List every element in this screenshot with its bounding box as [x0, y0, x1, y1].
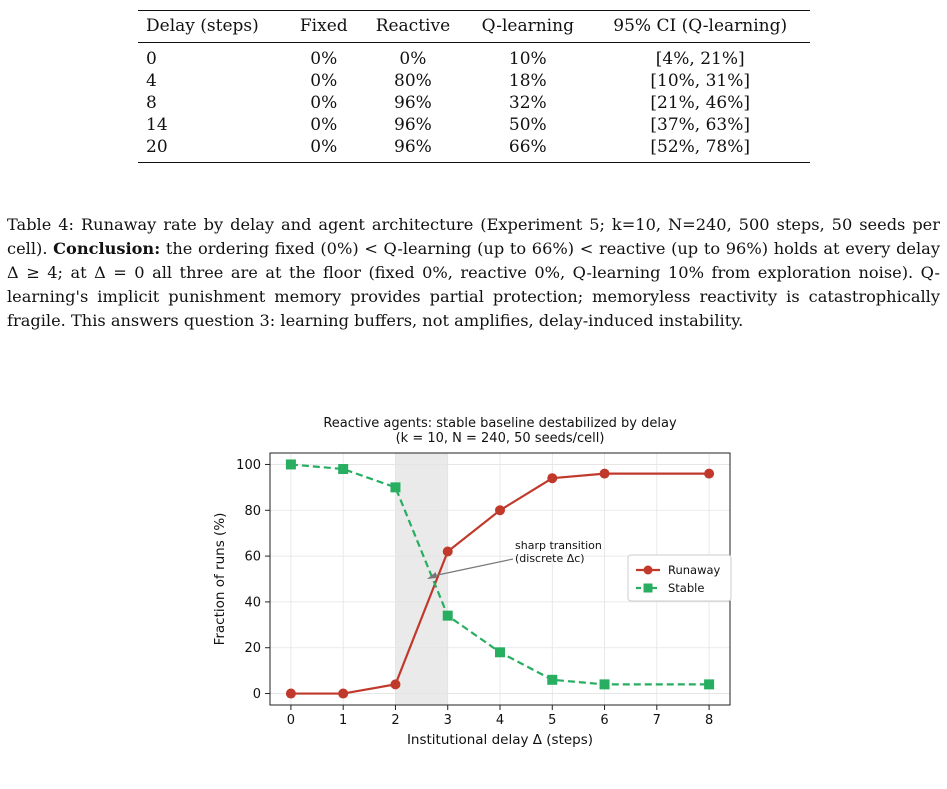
table-cell: 96% [360, 136, 466, 163]
chart-subtitle: (k = 10, N = 240, 50 seeds/cell) [396, 431, 605, 446]
table-row: 20 0% 96% 66% [52%, 78%] [138, 136, 810, 163]
table-cell: 0% [310, 115, 338, 135]
table-cell: 8 [146, 93, 157, 113]
legend-label: Stable [668, 581, 704, 595]
y-tick-label: 20 [244, 641, 261, 656]
table-cell: [4%, 21%] [655, 49, 745, 69]
data-point-stable [495, 647, 505, 658]
column-header: Fixed [286, 10, 361, 43]
data-point-stable [704, 679, 715, 690]
caption-bold: Conclusion: [53, 239, 161, 258]
table-row: 0 0% 0% 10% [4%, 21%] [138, 43, 810, 71]
table-row: 14 0% 96% 50% [37%, 63%] [138, 114, 810, 136]
table-caption: Table 4: Runaway rate by delay and agent… [7, 213, 940, 333]
x-tick-label: 6 [600, 713, 608, 728]
table-cell: 96% [394, 93, 432, 113]
y-tick-label: 60 [244, 550, 261, 565]
table-cell: 18% [508, 71, 547, 91]
x-tick-label: 3 [444, 713, 452, 728]
data-point-stable [390, 482, 401, 493]
column-header: Delay (steps) [138, 10, 287, 43]
table-cell: 50% [508, 115, 547, 135]
table-cell: 0% [310, 93, 338, 113]
y-axis-label: Fraction of runs (%) [212, 513, 228, 646]
table-cell: 20 [138, 136, 287, 163]
legend-box [627, 554, 732, 602]
x-tick-label: 0 [287, 713, 295, 728]
table-cell: 14 [146, 115, 168, 135]
data-point-runaway [704, 468, 715, 479]
table-cell: [21%, 46%] [650, 93, 751, 113]
table-cell: 32% [508, 93, 547, 113]
table-cell: [10%, 31%] [650, 71, 751, 91]
x-axis-label: Institutional delay Δ (steps) [407, 732, 593, 748]
data-point-runaway [495, 505, 505, 516]
x-tick-label: 8 [705, 713, 713, 728]
series-line-stable [290, 463, 710, 686]
table-cell: 10% [508, 49, 547, 69]
results-table: Delay (steps) Fixed Reactive Q-learning 95% … [138, 10, 810, 163]
table-cell: 0% [310, 71, 338, 91]
data-point-runaway [390, 679, 401, 690]
x-tick-label: 5 [548, 713, 556, 728]
table-cell: [52%, 78%] [590, 136, 810, 163]
delay-chart: 0 1 2 3 4 5 6 7 8 0 20 40 60 80 100 Institutional delay… [200, 410, 740, 760]
table-row: 8 0% 96% 32% [21%, 46%] [138, 92, 810, 114]
table-cell: [37%, 63%] [650, 115, 751, 135]
data-point-runaway [547, 473, 558, 484]
y-tick-label: 0 [253, 687, 261, 702]
caption-body: the ordering fixed (0%) < Q-learning (up… [7, 239, 940, 330]
x-tick-label: 2 [391, 713, 399, 728]
chart-title: Reactive agents: stable baseline destabi… [323, 416, 677, 431]
x-tick-label: 7 [653, 713, 661, 728]
table-cell: 80% [394, 71, 432, 91]
x-tick-label: 1 [339, 713, 347, 728]
annotation-arrow [432, 558, 514, 577]
column-header: Reactive [360, 10, 466, 43]
y-tick-label: 40 [244, 595, 261, 610]
caption-lead: Table 4: Runaway rate by delay and agent… [7, 215, 940, 258]
data-point-stable [599, 679, 610, 690]
table-cell: 0% [286, 136, 361, 163]
annotation-text-2: (discrete Δc) [515, 552, 585, 565]
annotation-arrowhead [426, 572, 437, 579]
legend-marker-runaway [643, 565, 653, 575]
y-tick-label: 80 [244, 504, 261, 519]
data-point-runaway [285, 688, 296, 699]
data-point-stable [338, 464, 349, 475]
legend-label: Runaway [668, 563, 721, 577]
data-point-runaway [599, 468, 610, 479]
table-cell: 0% [399, 49, 427, 69]
table-cell: 0% [310, 49, 338, 69]
table-row: 4 0% 80% 18% [10%, 31%] [138, 70, 810, 92]
annotation-text: sharp transition [515, 539, 602, 552]
data-point-stable [285, 459, 296, 470]
column-header: 95% CI (Q-learning) [590, 10, 810, 43]
data-point-stable [442, 610, 453, 621]
table-cell: 0 [146, 49, 157, 69]
table-body: 0 0% 0% 10% [4%, 21%] 4 0% 80% 18% [10%, 31%] 8 0% 9… [138, 43, 810, 163]
column-header: Q-learning [465, 10, 591, 43]
data-point-runaway [338, 688, 349, 699]
legend-marker-stable [643, 583, 653, 593]
data-point-runaway [442, 546, 453, 557]
table-cell: 4 [146, 71, 157, 91]
series-line-runaway [290, 472, 710, 695]
data-point-stable [547, 674, 558, 685]
x-tick-label: 4 [496, 713, 504, 728]
y-tick-label: 100 [236, 458, 261, 473]
table-cell: 66% [465, 136, 591, 163]
table-header-row: Delay (steps) Fixed Reactive Q-learning 95% … [138, 10, 810, 43]
table-cell: 96% [394, 115, 432, 135]
